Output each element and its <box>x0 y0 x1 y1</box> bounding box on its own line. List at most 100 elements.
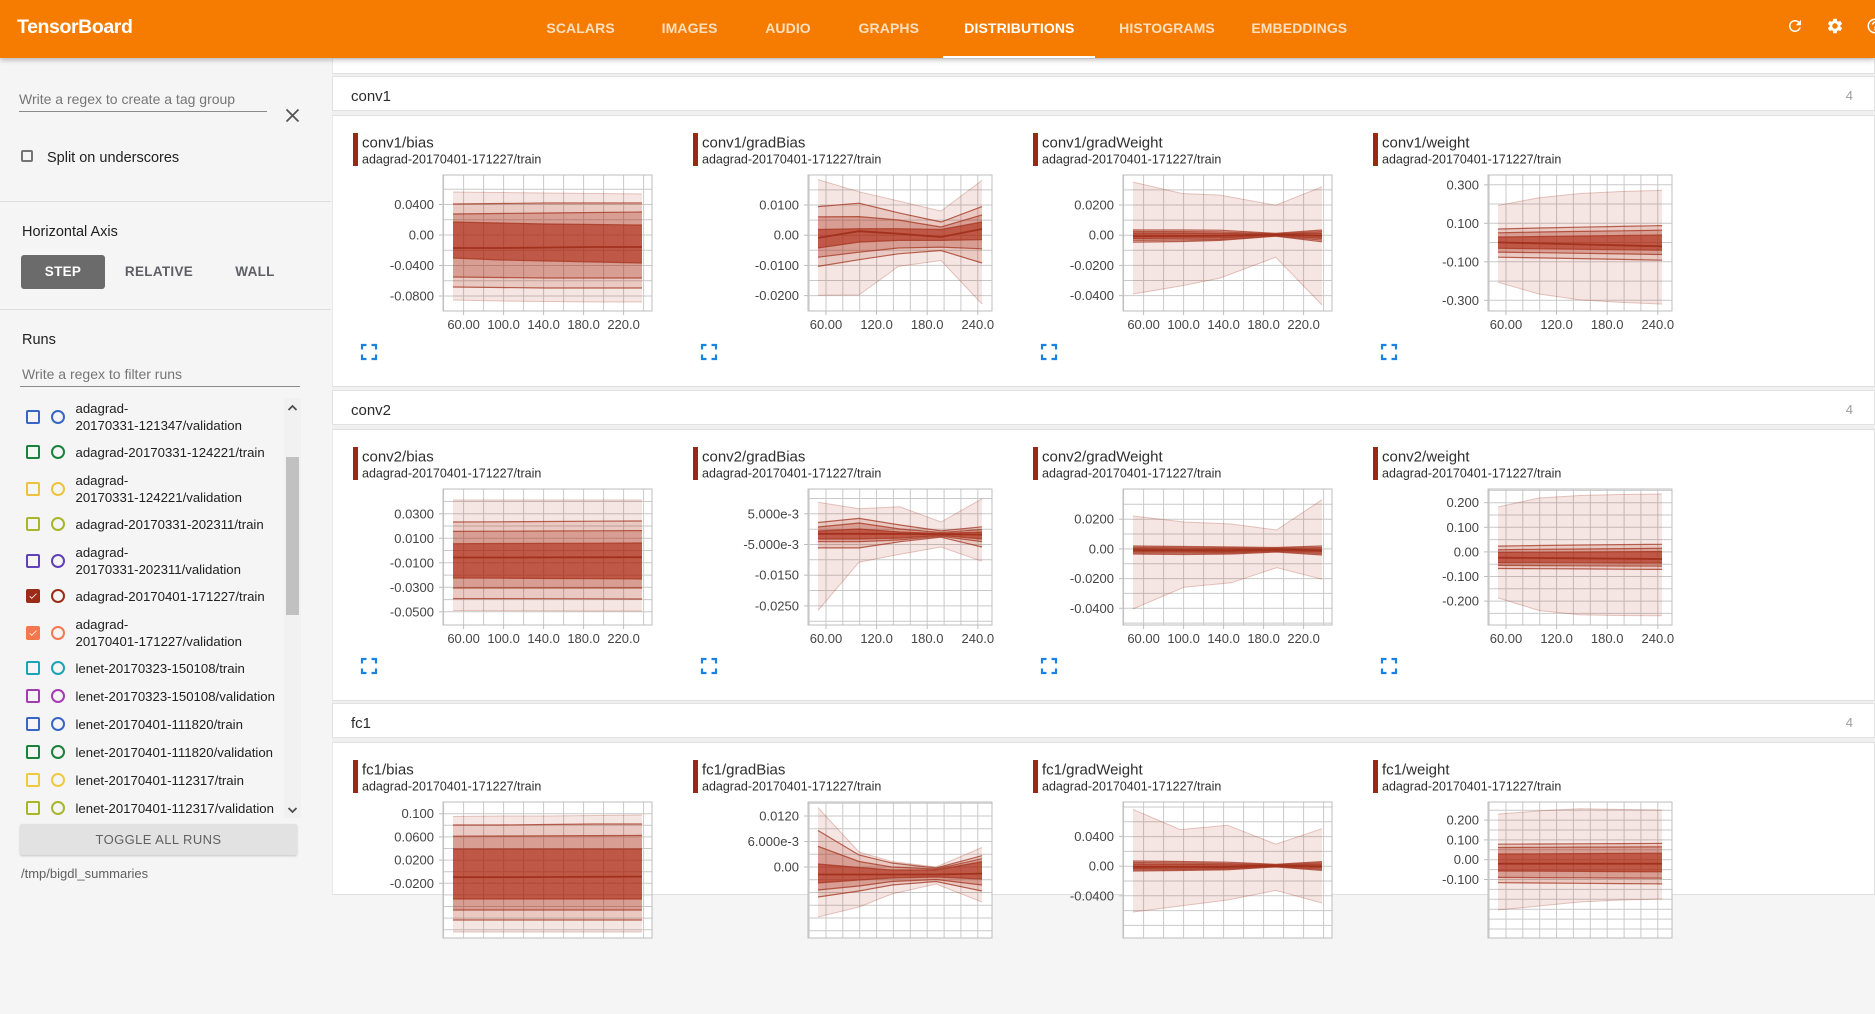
svg-text:240.0: 240.0 <box>962 317 995 332</box>
svg-text:100.0: 100.0 <box>487 317 520 332</box>
svg-text:0.100: 0.100 <box>401 806 434 821</box>
svg-text:fc1/bias: fc1/bias <box>362 762 414 779</box>
svg-text:0.0400: 0.0400 <box>394 197 434 212</box>
svg-text:adagrad-20170401-171227/train: adagrad-20170401-171227/train <box>1382 153 1561 167</box>
svg-text:adagrad-20170401-171227/train: adagrad-20170401-171227/train <box>362 466 541 480</box>
svg-text:conv2/bias: conv2/bias <box>362 448 434 465</box>
svg-text:adagrad-20170401-171227/train: adagrad-20170401-171227/train <box>1382 780 1561 794</box>
svg-text:0.0100: 0.0100 <box>759 198 799 213</box>
svg-text:60.00: 60.00 <box>1127 631 1160 646</box>
svg-text:-0.0200: -0.0200 <box>1070 571 1114 586</box>
svg-text:conv1/gradBias: conv1/gradBias <box>702 135 805 152</box>
svg-text:220.0: 220.0 <box>607 317 640 332</box>
svg-text:adagrad-20170401-171227/train: adagrad-20170401-171227/train <box>702 780 881 794</box>
svg-text:140.0: 140.0 <box>527 317 560 332</box>
svg-text:180.0: 180.0 <box>1591 317 1624 332</box>
svg-text:140.0: 140.0 <box>527 631 560 646</box>
svg-text:-0.100: -0.100 <box>1442 254 1479 269</box>
svg-text:0.200: 0.200 <box>1446 495 1479 510</box>
svg-text:0.100: 0.100 <box>1446 216 1479 231</box>
svg-text:adagrad-20170401-171227/train: adagrad-20170401-171227/train <box>702 153 881 167</box>
svg-text:0.0200: 0.0200 <box>1074 198 1114 213</box>
svg-text:0.0600: 0.0600 <box>394 829 434 844</box>
svg-text:0.00: 0.00 <box>1454 544 1479 559</box>
svg-text:0.300: 0.300 <box>1446 177 1479 192</box>
svg-text:-0.0100: -0.0100 <box>390 555 434 570</box>
svg-text:-0.0400: -0.0400 <box>390 258 434 273</box>
svg-text:220.0: 220.0 <box>607 631 640 646</box>
svg-text:conv1/gradWeight: conv1/gradWeight <box>1042 135 1163 152</box>
svg-text:0.00: 0.00 <box>774 860 799 875</box>
svg-text:100.0: 100.0 <box>487 631 520 646</box>
svg-text:60.00: 60.00 <box>1127 317 1160 332</box>
svg-text:-0.0200: -0.0200 <box>390 876 434 891</box>
svg-text:180.0: 180.0 <box>1247 317 1280 332</box>
svg-text:-0.100: -0.100 <box>1442 872 1479 887</box>
svg-text:0.100: 0.100 <box>1446 832 1479 847</box>
svg-text:60.00: 60.00 <box>810 631 843 646</box>
svg-text:conv2/gradWeight: conv2/gradWeight <box>1042 448 1163 465</box>
svg-text:-0.0200: -0.0200 <box>755 288 799 303</box>
svg-text:-0.0200: -0.0200 <box>1070 258 1114 273</box>
svg-text:adagrad-20170401-171227/train: adagrad-20170401-171227/train <box>1042 153 1221 167</box>
svg-text:-0.0100: -0.0100 <box>755 258 799 273</box>
svg-text:120.0: 120.0 <box>1540 317 1573 332</box>
svg-text:140.0: 140.0 <box>1207 631 1240 646</box>
svg-text:220.0: 220.0 <box>1287 317 1320 332</box>
svg-text:240.0: 240.0 <box>962 631 995 646</box>
svg-text:220.0: 220.0 <box>1287 631 1320 646</box>
svg-text:0.00: 0.00 <box>409 228 434 243</box>
svg-text:180.0: 180.0 <box>567 631 600 646</box>
svg-text:conv2/gradBias: conv2/gradBias <box>702 448 805 465</box>
svg-text:5.000e-3: 5.000e-3 <box>748 506 799 521</box>
svg-text:180.0: 180.0 <box>567 317 600 332</box>
svg-text:-0.0150: -0.0150 <box>755 567 799 582</box>
svg-text:0.200: 0.200 <box>1446 813 1479 828</box>
svg-text:conv1/weight: conv1/weight <box>1382 135 1470 152</box>
svg-text:conv2/weight: conv2/weight <box>1382 448 1470 465</box>
svg-text:60.00: 60.00 <box>447 317 480 332</box>
svg-text:adagrad-20170401-171227/train: adagrad-20170401-171227/train <box>1382 466 1561 480</box>
svg-text:0.00: 0.00 <box>1089 859 1114 874</box>
svg-text:adagrad-20170401-171227/train: adagrad-20170401-171227/train <box>1042 780 1221 794</box>
svg-text:180.0: 180.0 <box>1247 631 1280 646</box>
svg-text:60.00: 60.00 <box>810 317 843 332</box>
svg-text:120.0: 120.0 <box>860 317 893 332</box>
svg-text:0.0100: 0.0100 <box>394 530 434 545</box>
svg-text:fc1/gradWeight: fc1/gradWeight <box>1042 762 1143 779</box>
svg-text:60.00: 60.00 <box>1490 317 1523 332</box>
svg-text:-0.100: -0.100 <box>1442 569 1479 584</box>
svg-text:240.0: 240.0 <box>1642 317 1675 332</box>
svg-text:100.0: 100.0 <box>1167 317 1200 332</box>
svg-text:-0.0400: -0.0400 <box>1070 888 1114 903</box>
svg-text:-0.0300: -0.0300 <box>390 579 434 594</box>
svg-text:-0.200: -0.200 <box>1442 593 1479 608</box>
svg-text:240.0: 240.0 <box>1642 631 1675 646</box>
svg-text:0.0300: 0.0300 <box>394 506 434 521</box>
svg-text:adagrad-20170401-171227/train: adagrad-20170401-171227/train <box>362 153 541 167</box>
svg-text:0.00: 0.00 <box>1089 228 1114 243</box>
svg-text:-0.0400: -0.0400 <box>1070 288 1114 303</box>
svg-text:100.0: 100.0 <box>1167 631 1200 646</box>
svg-text:0.100: 0.100 <box>1446 519 1479 534</box>
svg-text:0.0120: 0.0120 <box>759 809 799 824</box>
svg-text:0.00: 0.00 <box>774 228 799 243</box>
svg-text:120.0: 120.0 <box>1540 631 1573 646</box>
svg-text:fc1/gradBias: fc1/gradBias <box>702 762 785 779</box>
svg-text:-0.0800: -0.0800 <box>390 289 434 304</box>
svg-text:0.0200: 0.0200 <box>1074 511 1114 526</box>
svg-text:-0.0400: -0.0400 <box>1070 600 1114 615</box>
svg-text:140.0: 140.0 <box>1207 317 1240 332</box>
svg-text:0.0400: 0.0400 <box>1074 829 1114 844</box>
svg-text:6.000e-3: 6.000e-3 <box>748 834 799 849</box>
svg-text:fc1/weight: fc1/weight <box>1382 762 1450 779</box>
svg-text:0.0200: 0.0200 <box>394 853 434 868</box>
svg-text:180.0: 180.0 <box>911 631 944 646</box>
svg-text:180.0: 180.0 <box>1591 631 1624 646</box>
svg-text:60.00: 60.00 <box>447 631 480 646</box>
svg-text:0.00: 0.00 <box>1089 541 1114 556</box>
svg-text:60.00: 60.00 <box>1490 631 1523 646</box>
svg-text:-5.000e-3: -5.000e-3 <box>743 537 799 552</box>
svg-text:adagrad-20170401-171227/train: adagrad-20170401-171227/train <box>362 780 541 794</box>
svg-text:120.0: 120.0 <box>860 631 893 646</box>
